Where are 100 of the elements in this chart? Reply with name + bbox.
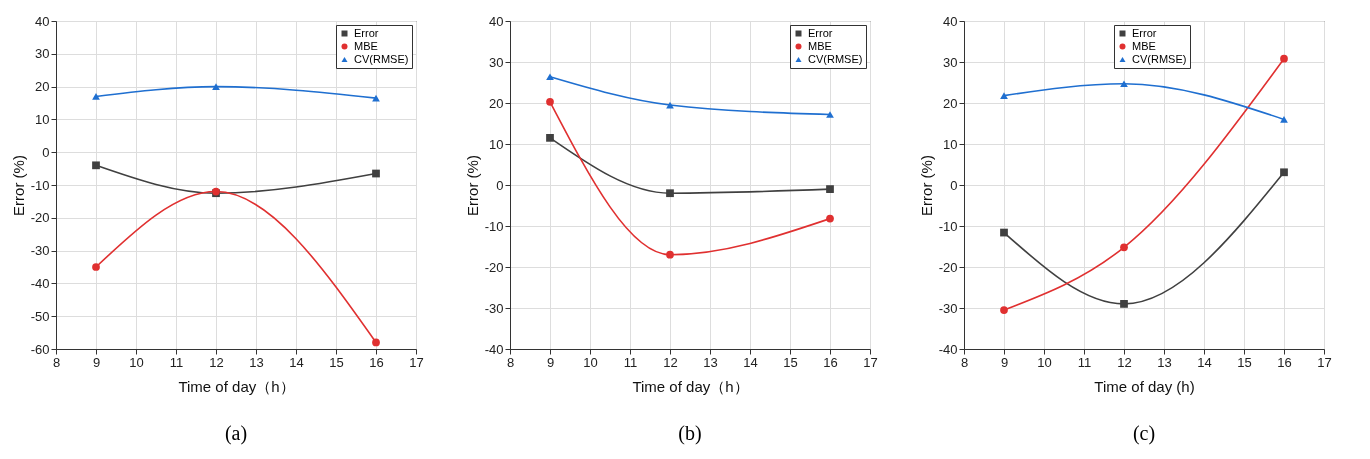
x-tick-label: 11 [169, 354, 184, 370]
point [1000, 92, 1008, 99]
y-tick-label: -10 [484, 218, 504, 234]
y-tick-label: -40 [30, 275, 50, 291]
x-tick-label: 13 [1157, 354, 1172, 370]
x-tick-label: 9 [92, 354, 101, 370]
y-tick-label: -10 [30, 177, 50, 193]
point [1000, 306, 1008, 314]
point [1120, 243, 1128, 252]
point [666, 189, 674, 198]
point [546, 133, 554, 142]
x-tick-label: 16 [1277, 354, 1292, 370]
y-tick-label: -30 [30, 243, 50, 259]
x-axis-title: Time of day（h） [178, 377, 295, 395]
y-tick-label: 40 [489, 13, 504, 29]
y-tick-label: 30 [35, 46, 50, 62]
y-tick-label: 10 [489, 136, 504, 152]
point [546, 97, 554, 106]
y-tick-label: 0 [950, 177, 958, 193]
point [92, 93, 100, 100]
point [372, 338, 380, 347]
point [1280, 116, 1288, 123]
x-axis-title: Time of day (h) [1094, 377, 1195, 395]
point [1280, 54, 1288, 63]
legend-label: Error [354, 26, 379, 39]
y-tick-label: -50 [30, 308, 50, 324]
point [92, 263, 100, 271]
x-tick-label: 12 [663, 354, 678, 370]
y-tick-label: -40 [484, 341, 504, 357]
y-tick-label: -30 [484, 300, 504, 316]
x-tick-label: 16 [823, 354, 838, 370]
y-tick-label: 40 [943, 13, 958, 29]
x-tick-label: 12 [1117, 354, 1132, 370]
x-tick-label: 11 [623, 354, 638, 370]
text: (b) [678, 422, 702, 445]
legend-label: MBE [1132, 39, 1156, 52]
point [826, 214, 834, 223]
y-tick-label: 20 [489, 95, 504, 111]
x-tick-label: 15 [783, 354, 798, 370]
y-axis-title: Error (%) [917, 155, 935, 216]
legend-label: Error [808, 26, 833, 39]
x-axis-title: Time of day（h） [632, 377, 749, 395]
y-tick-label: 20 [943, 95, 958, 111]
legend-label: CV(RMSE) [808, 52, 863, 65]
text: (c) [1132, 422, 1156, 445]
x-tick-label: 8 [960, 354, 969, 370]
y-tick-label: 10 [943, 136, 958, 152]
y-tick-label: -40 [938, 341, 958, 357]
x-tick-label: 8 [506, 354, 515, 370]
y-tick-label: -30 [938, 300, 958, 316]
x-tick-label: 12 [209, 354, 224, 370]
y-tick-label: -10 [938, 218, 958, 234]
x-tick-label: 8 [52, 354, 61, 370]
y-tick-label: -20 [30, 210, 50, 226]
point [826, 185, 834, 193]
point [1120, 300, 1128, 308]
y-tick-label: 30 [943, 54, 958, 70]
text: (a) [224, 422, 248, 445]
x-tick-label: 15 [1237, 354, 1252, 370]
y-tick-label: -60 [30, 341, 50, 357]
x-tick-label: 17 [863, 354, 878, 370]
y-tick-label: 0 [42, 144, 50, 160]
point [1280, 168, 1288, 177]
point [1000, 228, 1008, 237]
x-tick-label: 14 [743, 354, 758, 370]
x-tick-label: 14 [289, 354, 304, 370]
y-tick-label: 0 [496, 177, 504, 193]
x-tick-label: 17 [1317, 354, 1332, 370]
x-tick-label: 13 [249, 354, 264, 370]
y-tick-label: 10 [35, 111, 50, 127]
y-tick-label: 30 [489, 54, 504, 70]
point [372, 169, 380, 178]
x-tick-label: 10 [1037, 354, 1052, 370]
x-tick-label: 9 [1000, 354, 1009, 370]
x-tick-label: 11 [1077, 354, 1092, 370]
point [212, 83, 220, 90]
x-tick-label: 13 [703, 354, 718, 370]
y-tick-label: -20 [484, 259, 504, 275]
x-tick-label: 10 [583, 354, 598, 370]
x-tick-label: 14 [1197, 354, 1212, 370]
point [92, 161, 100, 170]
y-axis-title: Error (%) [9, 155, 27, 216]
x-tick-label: 17 [409, 354, 424, 370]
y-axis-title: Error (%) [463, 155, 481, 216]
legend-label: MBE [808, 39, 832, 52]
point [826, 111, 834, 118]
legend-label: CV(RMSE) [354, 52, 409, 65]
y-tick-label: 40 [35, 13, 50, 29]
y-tick-label: -20 [938, 259, 958, 275]
x-tick-label: 9 [546, 354, 555, 370]
point [546, 73, 554, 81]
point [666, 250, 674, 259]
x-tick-label: 15 [329, 354, 344, 370]
legend-label: Error [1132, 26, 1157, 39]
y-tick-label: 20 [35, 79, 50, 95]
x-tick-label: 10 [129, 354, 144, 370]
legend-label: CV(RMSE) [1132, 52, 1187, 65]
legend-label: MBE [354, 39, 378, 52]
x-tick-label: 16 [369, 354, 384, 370]
point [1120, 80, 1128, 88]
